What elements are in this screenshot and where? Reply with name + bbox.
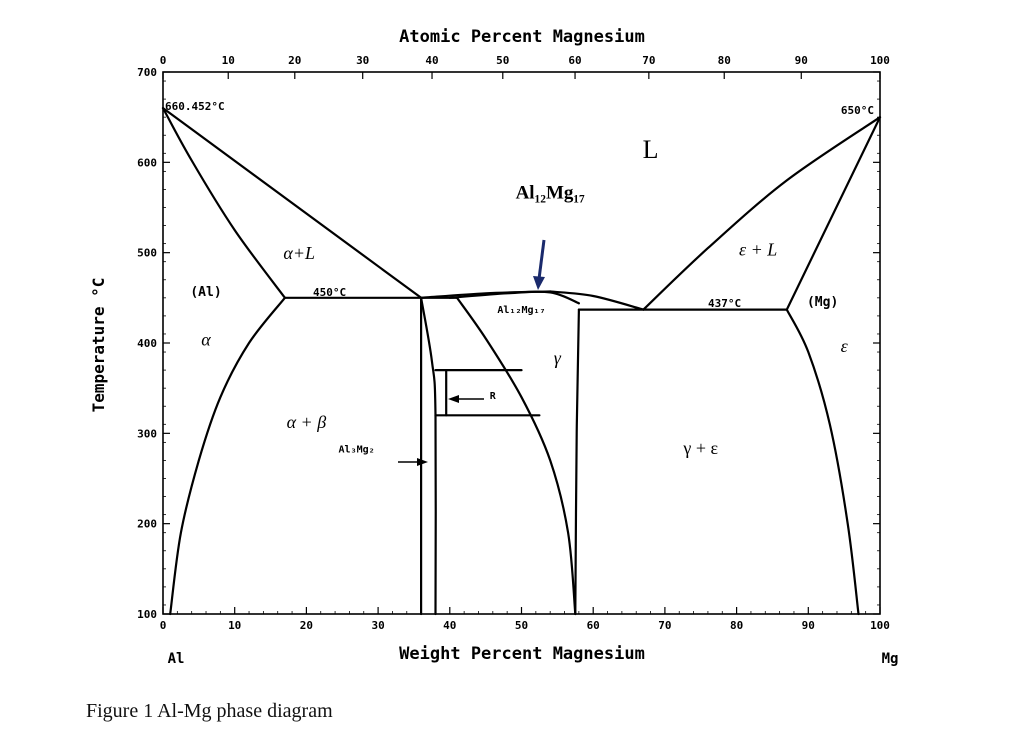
boundary-gamma-solvus-left bbox=[455, 296, 577, 616]
x2-tick-label: 60 bbox=[568, 54, 581, 67]
x-tick-label: 40 bbox=[443, 619, 456, 632]
boundary-solvus-al bbox=[169, 296, 286, 616]
x2-axis-title: Atomic Percent Magnesium bbox=[399, 27, 645, 47]
phase-label: L bbox=[643, 135, 659, 164]
phase-label: Al₁₂Mg₁₇ bbox=[516, 182, 586, 203]
boundary-liquidus-gamma-right bbox=[549, 290, 645, 311]
boundary-solvus-mg bbox=[785, 308, 860, 616]
x2-tick-label: 0 bbox=[160, 54, 167, 67]
x2-tick-label: 80 bbox=[718, 54, 731, 67]
phase-label: α bbox=[201, 330, 211, 350]
x2-tick-label: 30 bbox=[356, 54, 369, 67]
x-tick-label: 100 bbox=[870, 619, 890, 632]
phase-boundaries bbox=[161, 107, 882, 616]
x-axis-title: Weight Percent Magnesium bbox=[399, 644, 645, 664]
x-tick-label: 60 bbox=[587, 619, 600, 632]
x2-tick-label: 20 bbox=[288, 54, 301, 67]
boundary-solidus-mg bbox=[785, 116, 882, 311]
x2-tick-label: 70 bbox=[642, 54, 655, 67]
y-tick-label: 100 bbox=[137, 608, 157, 621]
al3mg2-pointer-arrowhead bbox=[417, 458, 428, 466]
phase-label: γ + ε bbox=[682, 438, 718, 458]
phase-label: Al₃Mg₂ bbox=[339, 444, 375, 455]
x-tick-label: 30 bbox=[371, 619, 384, 632]
eutectic-450-label: 450°C bbox=[313, 286, 346, 299]
plot-border bbox=[162, 71, 881, 615]
x2-tick-label: 10 bbox=[222, 54, 235, 67]
y-tick-label: 700 bbox=[137, 66, 157, 79]
phase-label: (Al) bbox=[190, 285, 221, 300]
x2-tick-label: 90 bbox=[795, 54, 808, 67]
phase-label: ε bbox=[841, 336, 849, 356]
boundary-solidus-al bbox=[161, 107, 286, 299]
x-tick-label: 10 bbox=[228, 619, 241, 632]
r-pointer-arrowhead bbox=[448, 395, 459, 403]
y-tick-label: 200 bbox=[137, 518, 157, 531]
x-tick-label: 20 bbox=[300, 619, 313, 632]
x-tick-label: 0 bbox=[160, 619, 167, 632]
phase-labels: L Al₁₂Mg₁₇ α+L ε + L (Al) (Mg) Al₁₂Mg₁₇ α ε γ Rα +… bbox=[190, 135, 848, 458]
boundary-gamma-solvus-right bbox=[574, 308, 580, 616]
al-melting-label: 660.452°C bbox=[165, 100, 225, 113]
x-tick-label: 90 bbox=[802, 619, 815, 632]
al12mg17-pointer-arrowhead bbox=[533, 276, 545, 290]
y-tick-label: 400 bbox=[137, 337, 157, 350]
phase-label: Al₁₂Mg₁₇ bbox=[497, 305, 545, 316]
y-tick-label: 600 bbox=[137, 156, 157, 169]
phase-label: α+L bbox=[283, 243, 315, 263]
figure-caption: Figure 1 Al-Mg phase diagram bbox=[86, 700, 333, 722]
y-tick-label: 500 bbox=[137, 247, 157, 260]
phase-label: ε + L bbox=[739, 239, 777, 259]
phase-label: R bbox=[490, 391, 497, 402]
end-label-al: Al bbox=[168, 651, 185, 667]
x2-tick-label: 50 bbox=[496, 54, 509, 67]
eutectic-437-label: 437°C bbox=[708, 297, 741, 310]
mg-melting-label: 650°C bbox=[841, 104, 874, 117]
boundary-liquidus-mg bbox=[642, 116, 882, 311]
plot-frame bbox=[162, 71, 881, 615]
phase-label: (Mg) bbox=[807, 295, 838, 310]
end-label-mg: Mg bbox=[882, 651, 899, 667]
x2-tick-label: 100 bbox=[870, 54, 890, 67]
y-tick-label: 300 bbox=[137, 427, 157, 440]
x-tick-label: 80 bbox=[730, 619, 743, 632]
boundary-beta-right bbox=[420, 296, 437, 616]
x-tick-label: 50 bbox=[515, 619, 528, 632]
phase-label: γ bbox=[554, 348, 562, 368]
al12mg17-pointer-arrow bbox=[537, 239, 546, 280]
x2-tick-label: 40 bbox=[425, 54, 438, 67]
x-tick-label: 70 bbox=[658, 619, 671, 632]
boundary-gamma-cap bbox=[448, 290, 580, 305]
y-axis-title: Temperature °C bbox=[89, 278, 108, 413]
boundary-liquidus-al bbox=[161, 107, 423, 299]
phase-label: α + β bbox=[287, 412, 327, 432]
